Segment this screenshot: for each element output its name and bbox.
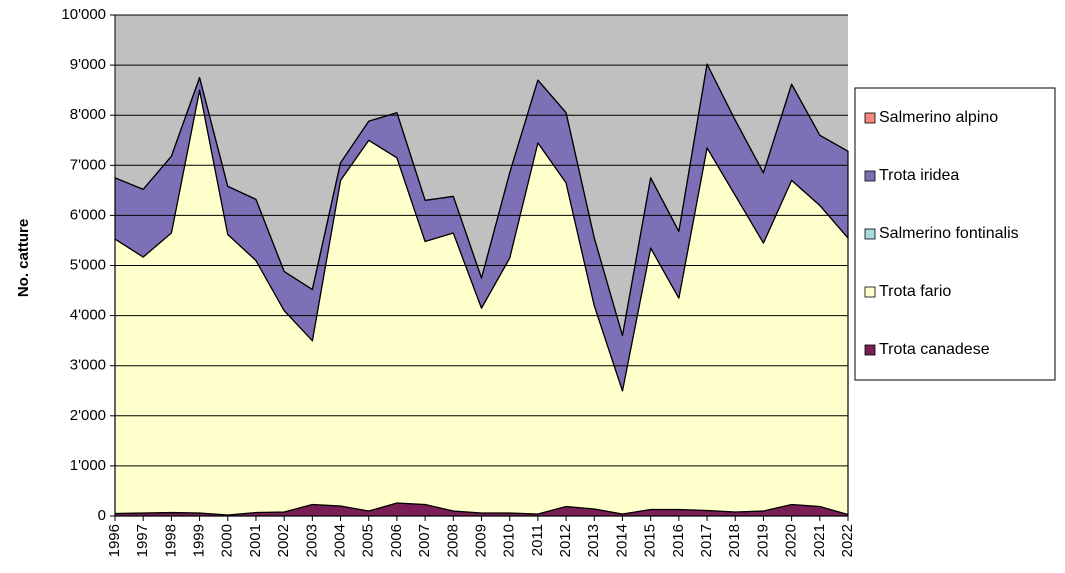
x-tick-label: 2014: [613, 524, 630, 557]
legend-label: Trota canadese: [879, 341, 990, 358]
x-tick-label: 2021: [811, 524, 828, 557]
x-tick-label: 1997: [134, 524, 151, 557]
x-tick-label: 1996: [106, 524, 123, 557]
x-tick-label: 2008: [444, 524, 461, 557]
x-tick-label: 1999: [191, 524, 208, 557]
x-tick-label: 2019: [754, 524, 771, 557]
x-tick-label: 2003: [303, 524, 320, 557]
x-tick-label: 2002: [275, 524, 292, 557]
y-tick-label: 2'000: [70, 407, 106, 424]
legend-box: [854, 87, 1056, 381]
y-tick-label: 0: [98, 507, 106, 524]
y-tick-label: 1'000: [70, 457, 106, 474]
y-axis-title: No. catture: [15, 219, 32, 297]
x-tick-label: 2001: [247, 524, 264, 557]
y-tick-label: 9'000: [70, 56, 106, 73]
y-tick-label: 5'000: [70, 256, 106, 273]
legend-label: Trota fario: [879, 283, 951, 300]
x-tick-label: 2010: [501, 524, 518, 557]
x-tick-label: 2022: [839, 524, 856, 557]
x-tick-label: 1998: [162, 524, 179, 557]
y-tick-label: 6'000: [70, 206, 106, 223]
x-tick-label: 2013: [585, 524, 602, 557]
y-tick-label: 10'000: [61, 6, 106, 23]
legend-swatch: [864, 228, 876, 240]
y-tick-label: 3'000: [70, 357, 106, 374]
x-tick-label: 2011: [529, 524, 546, 556]
area: [114, 63, 849, 337]
x-tick-label: 2005: [360, 524, 377, 557]
legend-swatch: [864, 170, 876, 182]
legend-swatch: [864, 286, 876, 298]
x-tick-label: 2009: [472, 524, 489, 557]
legend-swatch: [864, 344, 876, 356]
x-tick-label: 2015: [642, 524, 659, 557]
x-tick-label: 2016: [670, 524, 687, 557]
legend-label: Trota iridea: [879, 167, 959, 184]
x-tick-label: 2018: [726, 524, 743, 557]
x-tick-label: 2017: [698, 524, 715, 557]
x-tick-label: 2007: [416, 524, 433, 557]
legend-label: Salmerino fontinalis: [879, 225, 1019, 242]
x-tick-label: 2020: [783, 524, 800, 557]
y-tick-label: 4'000: [70, 307, 106, 324]
y-tick-label: 8'000: [70, 106, 106, 123]
legend-swatch: [864, 112, 876, 124]
x-tick-label: 2000: [219, 524, 236, 557]
x-tick-label: 2006: [388, 524, 405, 557]
x-tick-label: 2004: [332, 524, 349, 557]
x-tick-label: 2012: [557, 524, 574, 557]
y-tick-label: 7'000: [70, 156, 106, 173]
legend-label: Salmerino alpino: [879, 109, 998, 126]
